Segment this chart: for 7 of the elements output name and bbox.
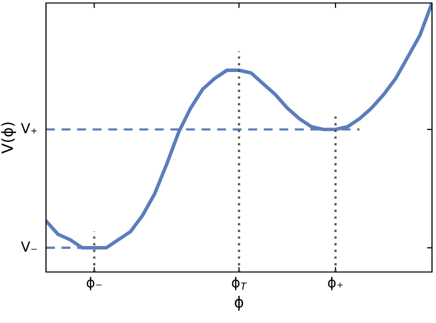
text: V₋	[20, 241, 37, 252]
y-axis-title: V(ϕ)	[1, 122, 16, 154]
x-tick-label: ϕ₊	[328, 276, 343, 290]
x-tick-label: ϕ$_{T}$	[232, 276, 248, 290]
x-axis-title: ϕ	[234, 296, 244, 311]
text: V₊	[20, 123, 37, 134]
x-tick-label: ϕ₋	[86, 276, 102, 290]
